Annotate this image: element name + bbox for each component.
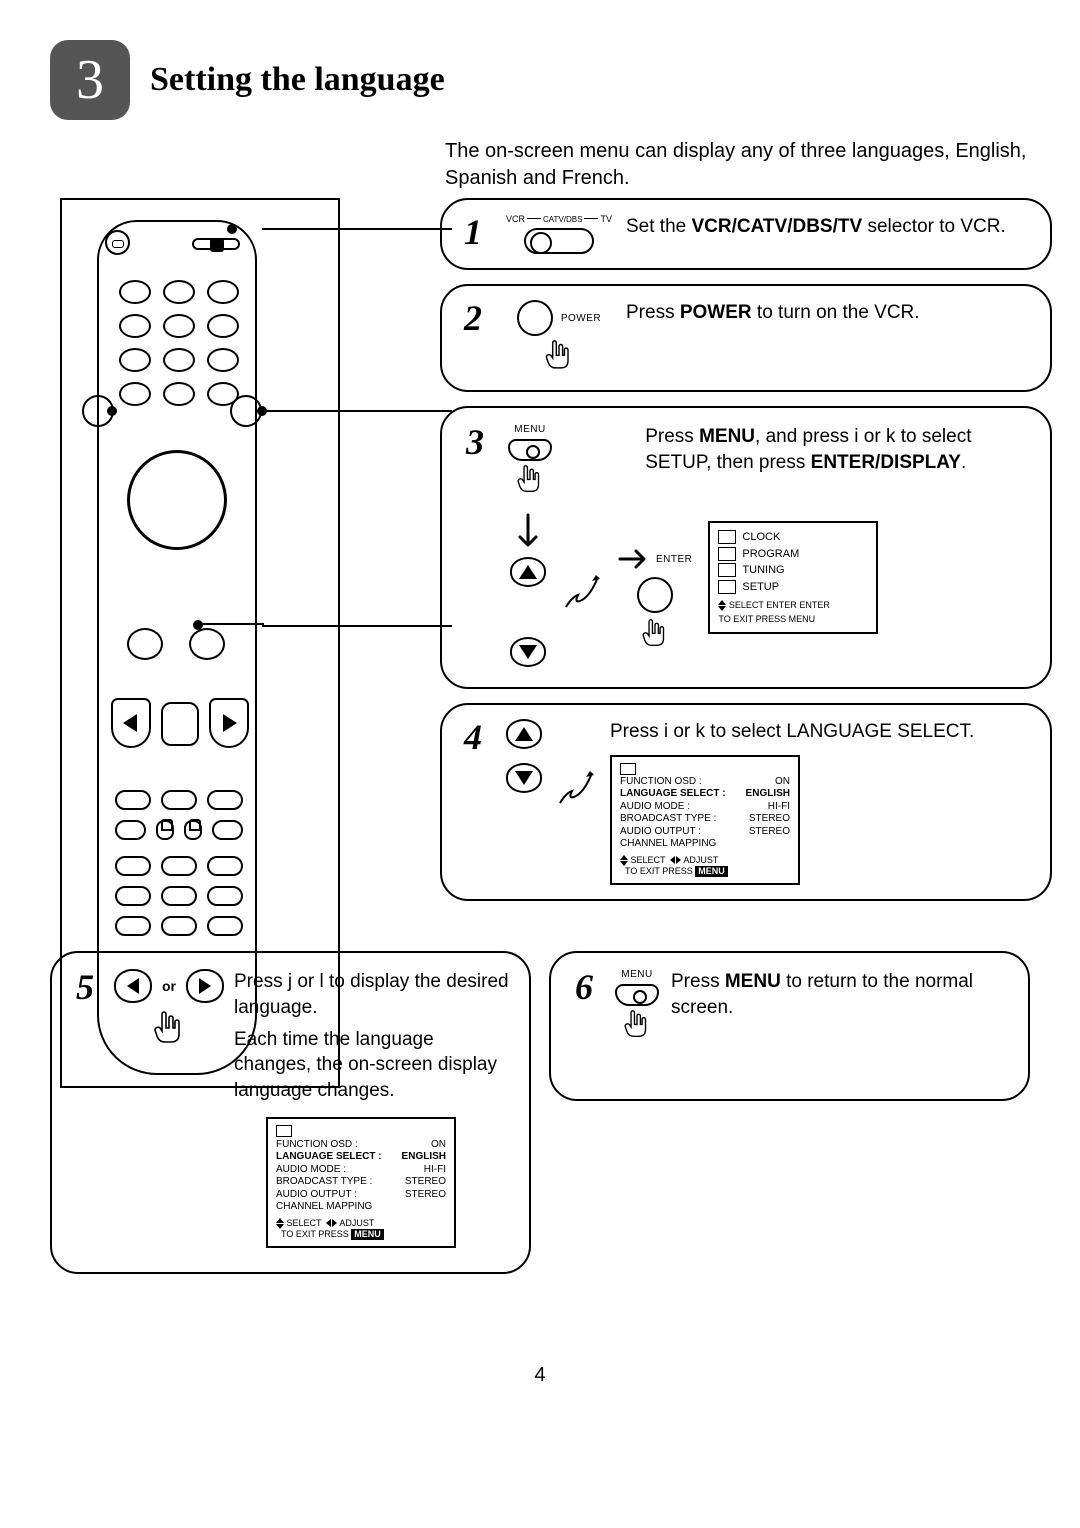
left-arrow-icon xyxy=(114,969,152,1003)
content-layout: 1 VCR CATV/DBS TV Set the VCR/CATV/DBS/T… xyxy=(50,198,1030,1274)
step-1: 1 VCR CATV/DBS TV Set the VCR/CATV/DBS/T… xyxy=(440,198,1052,270)
step-5: 5 or Press j or l to display the desired xyxy=(50,951,531,1274)
hand-icon xyxy=(516,465,544,499)
page-title: Setting the language xyxy=(150,61,445,99)
step-number: 2 xyxy=(454,300,492,376)
step-3-text: Press MENU, and press i or k to select S… xyxy=(645,424,1032,499)
step-3: 3 MENU Press MENU, and press i or k to s… xyxy=(440,406,1052,689)
power-icon: POWER xyxy=(504,300,614,376)
step-number: 3 xyxy=(456,424,494,499)
section-number-badge: 3 xyxy=(50,40,130,120)
hand-icon xyxy=(544,340,574,376)
steps-column: 1 VCR CATV/DBS TV Set the VCR/CATV/DBS/T… xyxy=(440,198,1052,901)
step-6-text: Press MENU to return to the normal scree… xyxy=(671,969,1010,1020)
manual-page: 3 Setting the language The on-screen men… xyxy=(0,0,1080,1427)
squiggle-icon xyxy=(556,767,596,885)
step-4-text: Press i or k to select LANGUAGE SELECT. xyxy=(610,719,1032,745)
page-header: 3 Setting the language xyxy=(50,40,1030,120)
step-2: 2 POWER Press POWER to turn on the VCR. xyxy=(440,284,1052,392)
osd-main-menu: CLOCK PROGRAM TUNING SETUP SELECT ENTER … xyxy=(708,521,878,634)
step-4: 4 Press i or k to select LANGUAGE SELECT… xyxy=(440,703,1052,901)
step-5-text-2: Each time the language changes, the on-s… xyxy=(234,1027,511,1104)
osd-setup-menu: FUNCTION OSD :ON LANGUAGE SELECT :ENGLIS… xyxy=(610,755,800,886)
selector-icon: VCR CATV/DBS TV xyxy=(504,214,614,254)
menu-icon: MENU xyxy=(615,969,659,1044)
squiggle-icon xyxy=(562,571,602,611)
updown-icon xyxy=(510,511,546,667)
step-2-text: Press POWER to turn on the VCR. xyxy=(626,300,920,376)
enter-icon: ENTER xyxy=(618,547,692,653)
osd-setup-menu: FUNCTION OSD :ON LANGUAGE SELECT :ENGLIS… xyxy=(266,1117,456,1248)
step-number: 4 xyxy=(454,719,492,885)
step-6: 6 MENU Press MENU to return to the norma… xyxy=(549,951,1030,1101)
hand-icon xyxy=(623,1010,651,1044)
step-1-text: Set the VCR/CATV/DBS/TV selector to VCR. xyxy=(626,214,1006,254)
step-number: 5 xyxy=(66,969,104,1103)
step-number: 6 xyxy=(565,969,603,1005)
right-arrow-icon xyxy=(186,969,224,1003)
bottom-steps-row: 5 or Press j or l to display the desired xyxy=(50,951,1030,1274)
menu-icon: MENU xyxy=(508,424,552,499)
updown-icon xyxy=(506,719,542,885)
intro-text: The on-screen menu can display any of th… xyxy=(445,138,1030,192)
or-label: or xyxy=(162,978,176,994)
step-5-text-1: Press j or l to display the desired lang… xyxy=(234,969,511,1020)
page-number: 4 xyxy=(50,1364,1030,1387)
step-number: 1 xyxy=(454,214,492,254)
hand-icon xyxy=(154,1011,184,1051)
